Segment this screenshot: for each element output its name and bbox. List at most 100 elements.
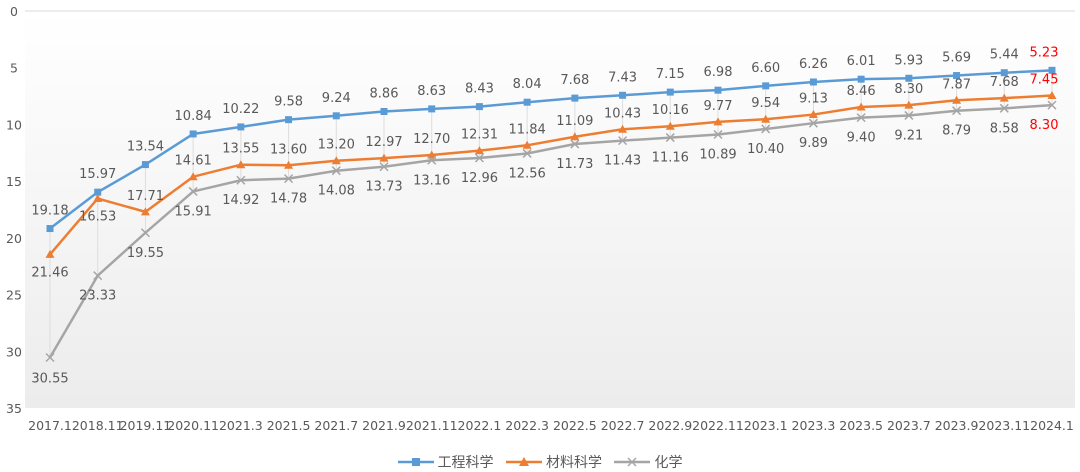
data-label: 11.73 [556,157,593,172]
data-point [45,249,55,258]
data-label: 13.54 [127,140,164,155]
data-point [522,140,532,149]
legend-item-chemistry[interactable]: 化学 [614,452,682,472]
data-point [140,228,150,238]
x-tick-label: 2023.1 [744,418,788,433]
data-label: 8.30 [1030,118,1059,133]
data-label: 7.87 [942,77,971,92]
x-tick-label: 2021.11 [406,418,458,433]
data-label: 10.16 [652,103,689,118]
data-label: 11.16 [652,151,689,166]
data-label: 7.43 [608,70,637,85]
data-label: 8.30 [894,82,923,97]
data-label: 19.55 [127,246,164,261]
x-tick-label: 2019.11 [120,418,172,433]
data-point [140,207,150,216]
data-label: 15.97 [79,167,116,182]
x-tick-label: 2022.9 [648,418,692,433]
data-point [999,93,1009,102]
data-label: 19.18 [31,204,68,219]
data-point [284,174,294,184]
data-point [236,175,246,185]
x-tick-label: 2021.7 [314,418,358,433]
data-point [809,78,817,86]
data-label: 12.97 [365,135,402,150]
data-point [427,155,437,165]
data-point [952,106,962,116]
data-label: 8.79 [942,124,971,139]
data-label: 6.01 [847,54,876,69]
data-label: 8.43 [465,82,494,97]
x-tick-label: 2022.5 [553,418,597,433]
data-label: 10.89 [699,148,736,163]
x-tick-label: 2023.5 [839,418,883,433]
data-point [666,88,674,96]
x-tick-label: 2017.1 [28,418,72,433]
data-point [474,146,484,155]
legend-item-engineering[interactable]: 工程科学 [397,452,494,472]
data-point [236,160,246,169]
x-tick-label: 2023.7 [887,418,931,433]
data-point [570,132,580,141]
data-label: 13.20 [318,138,355,153]
data-point [1000,69,1008,77]
x-tick-label: 2022.7 [601,418,645,433]
data-label: 9.21 [894,128,923,143]
y-tick-label: 35 [6,401,22,416]
data-point [428,105,436,113]
data-point [713,117,723,126]
data-point [618,124,628,133]
data-label: 23.33 [79,289,116,304]
legend-marker-triangle-icon [506,457,542,466]
data-point [665,133,675,143]
data-point [952,95,962,104]
data-point [856,113,866,123]
data-point [188,186,198,196]
data-label: 14.78 [270,192,307,207]
data-point [285,116,293,124]
data-label: 10.84 [175,109,212,124]
data-point [953,72,961,80]
data-label: 14.61 [175,154,212,169]
x-tick-label: 2023.11 [978,418,1030,433]
x-tick-label: 2021.5 [267,418,311,433]
data-label: 11.43 [604,154,641,169]
legend-item-materials[interactable]: 材料科学 [506,452,602,472]
data-point [570,139,580,149]
data-label: 8.63 [417,84,446,99]
data-label: 11.09 [556,114,593,129]
series-line [49,94,1053,256]
data-point [761,124,771,134]
legend: 工程科学 材料科学 化学 [0,452,1080,472]
data-point [331,166,341,176]
data-point [904,110,914,120]
data-point [1047,100,1057,110]
data-label: 15.91 [175,204,212,219]
data-label: 7.45 [1030,73,1059,88]
data-point [475,103,483,111]
data-label: 8.04 [513,77,542,92]
data-point [427,150,437,159]
data-label: 21.46 [31,265,68,280]
data-point [665,121,675,130]
data-label: 9.89 [799,136,828,151]
x-tick-label: 2018.11 [72,418,124,433]
series-line [48,103,1053,359]
data-point [808,110,818,119]
data-point [713,129,723,140]
data-point [188,172,198,181]
data-point [1048,66,1056,74]
data-label: 11.84 [509,122,546,137]
data-label: 8.86 [370,86,399,101]
y-tick-label: 30 [6,344,22,359]
data-label: 12.96 [461,171,498,186]
x-tick-label: 2022.1 [458,418,502,433]
data-label: 8.46 [847,84,876,99]
x-tick-label: 2023.3 [792,418,836,433]
x-tick-label: 2021.9 [362,418,406,433]
data-point [46,225,54,233]
data-point [474,153,484,163]
data-point [523,98,531,106]
x-tick-label: 2020.11 [167,418,219,433]
data-label: 5.69 [942,51,971,66]
